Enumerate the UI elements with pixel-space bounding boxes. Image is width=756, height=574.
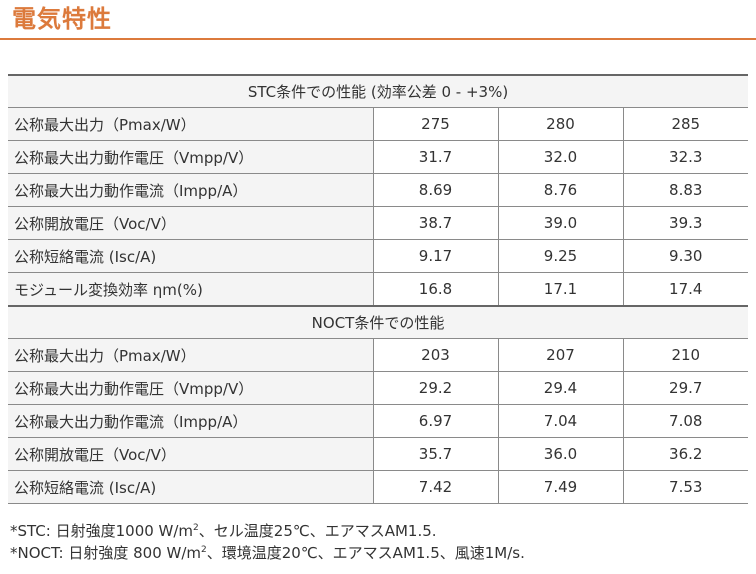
stc-footnote-conditions: 、セル温度25℃、エアマスAM1.5. <box>198 522 437 540</box>
row-label: 公称短絡電流 (Isc/A) <box>8 239 374 273</box>
noct-footnote-conditions: 、環境温度20℃、エアマスAM1.5、風速1M/s. <box>206 544 525 562</box>
value-cell: 285 <box>623 107 749 141</box>
row-label: 公称最大出力（Pmax/W） <box>8 107 374 141</box>
value-cell: 7.42 <box>373 470 499 504</box>
noct-footnote: *NOCT: 日射強度 800 W/m2、環境温度20℃、エアマスAM1.5、風… <box>10 542 525 564</box>
value-cell: 17.1 <box>498 272 624 307</box>
row-label: 公称最大出力動作電圧（Vmpp/V） <box>8 140 374 174</box>
stc-footnote: *STC: 日射強度1000 W/m2、セル温度25℃、エアマスAM1.5. <box>10 520 525 542</box>
table-row: 公称短絡電流 (Isc/A) 7.42 7.49 7.53 <box>8 470 749 504</box>
footnotes: *STC: 日射強度1000 W/m2、セル温度25℃、エアマスAM1.5. *… <box>10 520 525 564</box>
page-title: 電気特性 <box>12 5 112 33</box>
table-row: 公称最大出力動作電圧（Vmpp/V） 29.2 29.4 29.7 <box>8 371 749 405</box>
value-cell: 6.97 <box>373 404 499 438</box>
value-cell: 203 <box>373 338 499 372</box>
value-cell: 39.3 <box>623 206 749 240</box>
value-cell: 31.7 <box>373 140 499 174</box>
table-row: 公称最大出力動作電流（Impp/A） 8.69 8.76 8.83 <box>8 173 749 207</box>
value-cell: 16.8 <box>373 272 499 307</box>
row-label: 公称最大出力動作電圧（Vmpp/V） <box>8 371 374 405</box>
table-row: 公称最大出力（Pmax/W） 203 207 210 <box>8 338 749 372</box>
value-cell: 29.7 <box>623 371 749 405</box>
noct-footnote-text: *NOCT: 日射強度 800 W/m <box>10 544 202 562</box>
table-row: 公称最大出力（Pmax/W） 275 280 285 <box>8 107 749 141</box>
value-cell: 7.49 <box>498 470 624 504</box>
value-cell: 9.25 <box>498 239 624 273</box>
noct-section-heading: NOCT条件での性能 <box>8 305 749 339</box>
section-header-row: NOCT条件での性能 <box>8 305 749 339</box>
value-cell: 39.0 <box>498 206 624 240</box>
table-row: 公称開放電圧（Voc/V） 35.7 36.0 36.2 <box>8 437 749 471</box>
noct-footnote-superscript: 2 <box>201 545 207 555</box>
stc-section-heading: STC条件での性能 (効率公差 0 - +3%) <box>8 74 749 108</box>
table-row: 公称最大出力動作電圧（Vmpp/V） 31.7 32.0 32.3 <box>8 140 749 174</box>
value-cell: 207 <box>498 338 624 372</box>
value-cell: 36.0 <box>498 437 624 471</box>
value-cell: 9.17 <box>373 239 499 273</box>
row-label: 公称開放電圧（Voc/V） <box>8 437 374 471</box>
value-cell: 32.0 <box>498 140 624 174</box>
table-row: 公称短絡電流 (Isc/A) 9.17 9.25 9.30 <box>8 239 749 273</box>
value-cell: 38.7 <box>373 206 499 240</box>
value-cell: 275 <box>373 107 499 141</box>
section-header-row: STC条件での性能 (効率公差 0 - +3%) <box>8 74 749 108</box>
value-cell: 9.30 <box>623 239 749 273</box>
table-row: モジュール変換効率 ηm(%) 16.8 17.1 17.4 <box>8 272 749 307</box>
table-row: 公称開放電圧（Voc/V） 38.7 39.0 39.3 <box>8 206 749 240</box>
row-label: 公称開放電圧（Voc/V） <box>8 206 374 240</box>
row-label: 公称最大出力動作電流（Impp/A） <box>8 173 374 207</box>
value-cell: 8.69 <box>373 173 499 207</box>
value-cell: 29.4 <box>498 371 624 405</box>
title-divider <box>0 38 756 40</box>
value-cell: 8.83 <box>623 173 749 207</box>
electrical-spec-table: STC条件での性能 (効率公差 0 - +3%) 公称最大出力（Pmax/W） … <box>8 74 749 504</box>
value-cell: 17.4 <box>623 272 749 307</box>
value-cell: 29.2 <box>373 371 499 405</box>
value-cell: 7.08 <box>623 404 749 438</box>
value-cell: 36.2 <box>623 437 749 471</box>
row-label: モジュール変換効率 ηm(%) <box>8 272 374 307</box>
row-label: 公称最大出力動作電流（Impp/A） <box>8 404 374 438</box>
stc-footnote-superscript: 2 <box>193 523 199 533</box>
table-row: 公称最大出力動作電流（Impp/A） 6.97 7.04 7.08 <box>8 404 749 438</box>
row-label: 公称短絡電流 (Isc/A) <box>8 470 374 504</box>
value-cell: 7.04 <box>498 404 624 438</box>
stc-footnote-text: *STC: 日射強度1000 W/m <box>10 522 194 540</box>
value-cell: 280 <box>498 107 624 141</box>
row-label: 公称最大出力（Pmax/W） <box>8 338 374 372</box>
value-cell: 32.3 <box>623 140 749 174</box>
value-cell: 210 <box>623 338 749 372</box>
value-cell: 35.7 <box>373 437 499 471</box>
value-cell: 8.76 <box>498 173 624 207</box>
value-cell: 7.53 <box>623 470 749 504</box>
